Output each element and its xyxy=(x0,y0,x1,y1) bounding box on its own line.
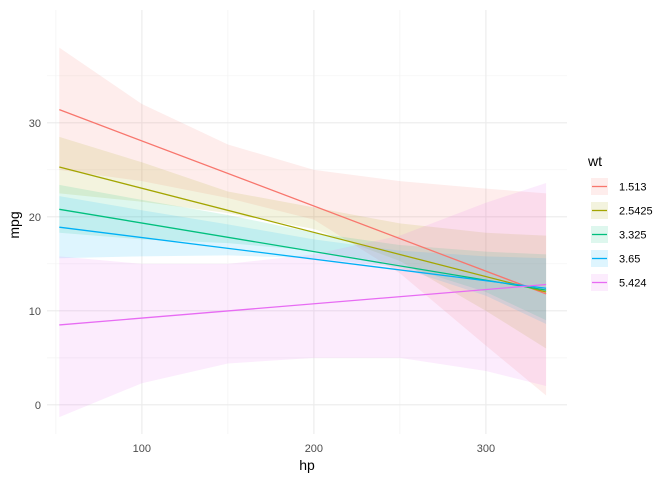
confidence-band xyxy=(59,136,547,349)
y-axis-title: mpg xyxy=(6,211,22,238)
x-tick-label: 100 xyxy=(133,443,151,455)
x-tick-label: 300 xyxy=(477,443,495,455)
legend-title: wt xyxy=(587,153,602,169)
confidence-band xyxy=(59,196,547,325)
confidence-band xyxy=(59,47,547,396)
legend-label: 3.325 xyxy=(619,230,647,242)
y-tick-label: 10 xyxy=(29,306,41,318)
y-tick-label: 20 xyxy=(29,212,41,224)
x-axis-title: hp xyxy=(299,457,315,473)
series-lines xyxy=(59,109,547,326)
x-tick-label: 200 xyxy=(305,443,323,455)
confidence-bands xyxy=(59,47,547,418)
y-tick-label: 30 xyxy=(29,118,41,130)
series-line xyxy=(59,226,547,289)
series-line xyxy=(59,283,547,326)
legend-label: 3.65 xyxy=(619,254,640,266)
series-line xyxy=(59,166,547,293)
legend-label: 1.513 xyxy=(619,182,647,194)
confidence-band xyxy=(59,184,547,321)
legend-label: 2.5425 xyxy=(619,206,653,218)
x-axis-ticks: 100 200 300 xyxy=(133,443,495,455)
y-tick-label: 0 xyxy=(35,400,41,412)
legend-label: 5.424 xyxy=(619,278,647,290)
y-axis-ticks: 0 10 20 30 xyxy=(29,118,41,412)
grid xyxy=(47,10,567,434)
confidence-band xyxy=(59,182,547,418)
series-line xyxy=(59,208,547,291)
series-line xyxy=(59,109,547,295)
legend: wt 1.513 2.5425 3.325 3.65 5.424 xyxy=(587,153,653,291)
